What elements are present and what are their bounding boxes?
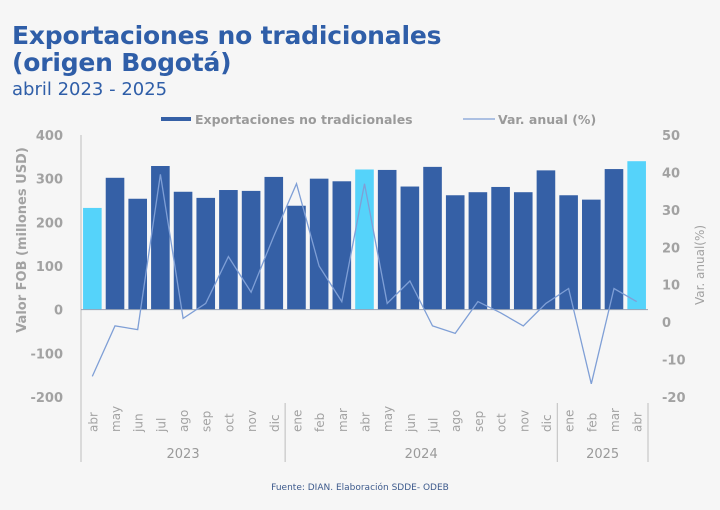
x-tick-label: abr (631, 412, 645, 432)
x-tick-label: dic (540, 414, 554, 432)
x-tick-label: may (109, 406, 123, 432)
x-tick-label: nov (517, 410, 531, 432)
x-tick-label: jul (154, 418, 168, 433)
bar-10 (309, 178, 329, 310)
year-label: 2023 (167, 447, 200, 462)
chart-subtitle: abril 2023 - 2025 (12, 79, 168, 100)
legend-bar-swatch (161, 117, 191, 121)
y2-tick-label: 30 (662, 204, 680, 219)
y-tick-label: 400 (36, 129, 63, 144)
y2-tick-label: 40 (662, 166, 680, 181)
x-tick-label: feb (585, 413, 599, 432)
y2-tick-label: 50 (662, 129, 680, 144)
x-tick-label: oct (495, 413, 509, 432)
bar-13 (377, 169, 397, 310)
bar-8 (264, 176, 284, 310)
bar-22 (582, 199, 601, 310)
legend-bar-label: Exportaciones no tradicionales (195, 112, 413, 127)
bar-14 (400, 186, 420, 310)
x-tick-label: abr (359, 412, 373, 432)
x-tick-label: may (381, 406, 395, 432)
y-tick-label: 100 (36, 260, 63, 275)
x-tick-label: sep (472, 411, 486, 432)
x-tick-label: ene (290, 410, 304, 432)
x-tick-label: sep (200, 411, 214, 432)
y2-tick-label: -20 (662, 391, 686, 406)
title-line-2: (origen Bogotá) (12, 48, 232, 77)
bar-24 (627, 161, 646, 310)
legend-line-label: Var. anual (%) (498, 112, 596, 127)
x-tick-label: ago (449, 410, 463, 432)
bar-9 (287, 205, 306, 310)
bar-16 (445, 195, 465, 310)
bar-1 (105, 177, 125, 310)
bar-20 (536, 170, 556, 310)
bar-19 (513, 192, 533, 310)
y-tick-label: -100 (30, 347, 63, 362)
bar-6 (219, 190, 238, 310)
bar-3 (151, 166, 170, 310)
y2-tick-label: 20 (662, 241, 680, 256)
y-tick-label: -200 (30, 391, 63, 406)
bar-2 (128, 198, 147, 310)
year-label: 2025 (586, 447, 619, 462)
y2-tick-label: 10 (662, 279, 680, 294)
bar-23 (604, 169, 624, 310)
x-tick-label: abr (86, 412, 100, 432)
y-tick-label: 200 (36, 216, 63, 231)
bar-12 (355, 169, 374, 310)
bar-5 (196, 197, 216, 310)
year-label: 2024 (405, 447, 438, 462)
title-line-1: Exportaciones no tradicionales (12, 21, 442, 50)
bar-17 (468, 192, 488, 310)
x-tick-label: ago (177, 410, 191, 432)
bar-0 (83, 207, 102, 310)
y2-tick-label: 0 (662, 316, 671, 331)
y2-axis-title: Var. anual(%) (693, 225, 707, 305)
y-tick-label: 300 (36, 173, 63, 188)
bar-21 (559, 195, 578, 310)
y2-tick-label: -10 (662, 354, 686, 369)
bar-18 (491, 186, 510, 310)
x-tick-label: mar (336, 408, 350, 432)
x-tick-label: nov (245, 410, 259, 432)
y-axis-title: Valor FOB (millones USD) (15, 147, 30, 333)
bar-4 (173, 191, 193, 310)
x-tick-label: jun (404, 413, 418, 433)
y-tick-label: 0 (54, 304, 63, 319)
bar-15 (423, 166, 442, 310)
chart-title: Exportaciones no tradicionales (origen B… (12, 22, 441, 76)
x-tick-label: feb (313, 413, 327, 432)
x-tick-label: dic (268, 414, 282, 432)
x-tick-label: mar (608, 408, 622, 432)
x-tick-label: ene (563, 410, 577, 432)
x-tick-label: oct (222, 413, 236, 432)
x-tick-label: jul (427, 418, 441, 433)
source-note: Fuente: DIAN. Elaboración SDDE- ODEB (271, 483, 449, 493)
x-tick-label: jun (132, 413, 146, 433)
